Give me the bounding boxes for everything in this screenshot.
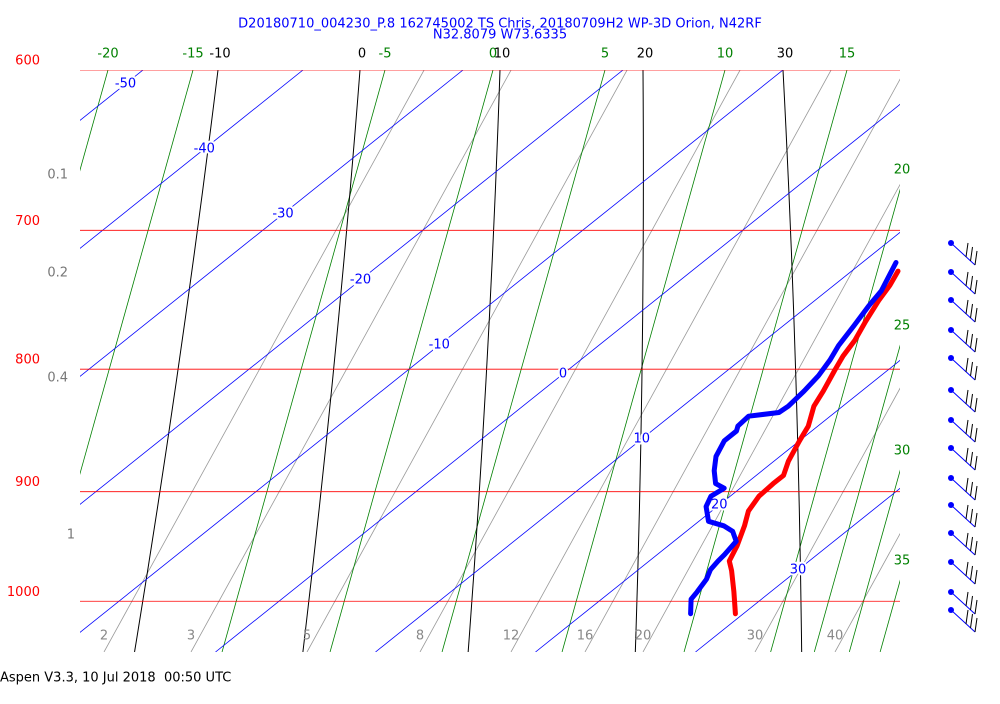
pressure-label: 700 bbox=[15, 214, 40, 229]
isotherm-label: -40 bbox=[194, 142, 215, 157]
isotherm-label: 10 bbox=[633, 432, 650, 447]
isotherm-label: -50 bbox=[115, 77, 136, 92]
gray-left-label: 0.2 bbox=[47, 266, 68, 281]
black-label: -10 bbox=[209, 47, 230, 62]
gray-left-label: 0.1 bbox=[47, 168, 68, 183]
gray-label: 30 bbox=[747, 629, 764, 644]
green-label: 5 bbox=[601, 47, 609, 62]
gray-label: 8 bbox=[416, 629, 424, 644]
gray-label: 12 bbox=[503, 629, 520, 644]
green-label: -15 bbox=[182, 47, 203, 62]
isotherm-label: 30 bbox=[790, 563, 807, 578]
gray-left-label: 1 bbox=[67, 528, 75, 543]
green-label: -20 bbox=[97, 47, 118, 62]
gray-left-label: 0.4 bbox=[47, 371, 68, 386]
gray-label: 5 bbox=[303, 629, 311, 644]
isotherm-label: 20 bbox=[711, 498, 728, 513]
isotherm-label: -10 bbox=[429, 338, 450, 353]
gray-label: 20 bbox=[635, 629, 652, 644]
footer: Aspen V3.3, 10 Jul 2018 00:50 UTC bbox=[0, 671, 231, 686]
black-label: 10 bbox=[494, 47, 511, 62]
black-label: 30 bbox=[777, 47, 794, 62]
pressure-label: 800 bbox=[15, 353, 40, 368]
pressure-label: 1000 bbox=[7, 585, 40, 600]
gray-label: 16 bbox=[577, 629, 594, 644]
green-label: 20 bbox=[894, 163, 911, 178]
isotherm-label: 0 bbox=[559, 367, 567, 382]
green-label: 15 bbox=[839, 47, 856, 62]
green-label: 10 bbox=[717, 47, 734, 62]
green-label: 25 bbox=[894, 319, 911, 334]
chart-subtitle: N32.8079 W73.6335 bbox=[433, 28, 567, 43]
black-label: 20 bbox=[637, 47, 654, 62]
black-label: 0 bbox=[358, 47, 366, 62]
isotherm-label: -20 bbox=[350, 273, 371, 288]
gray-label: 2 bbox=[100, 629, 108, 644]
pressure-label: 900 bbox=[15, 475, 40, 490]
green-label: -5 bbox=[379, 47, 392, 62]
gray-label: 3 bbox=[187, 629, 195, 644]
isotherm-label: -30 bbox=[272, 207, 293, 222]
green-label: 30 bbox=[894, 444, 911, 459]
gray-label: 40 bbox=[827, 629, 844, 644]
pressure-label: 600 bbox=[15, 54, 40, 69]
green-label: 35 bbox=[894, 554, 911, 569]
